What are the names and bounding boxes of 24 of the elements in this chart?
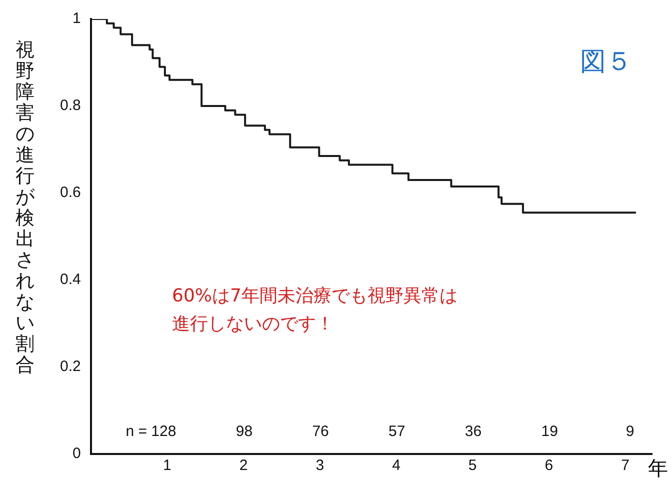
x-tick-label: 4: [392, 457, 400, 474]
annotation: 57: [388, 423, 406, 440]
annotation: 60%は7年間未治療でも視野異常は進行しないのです！: [172, 286, 458, 335]
x-tick-label: 3: [316, 457, 324, 474]
y-tick-label: 0.8: [60, 97, 81, 114]
x-tick-label: 1: [163, 457, 172, 474]
text: 視野障害の進行が検出されない割合: [16, 39, 34, 376]
y-tick-label: 0: [72, 445, 81, 462]
y-tick-label: 1: [72, 10, 81, 28]
annotation: 9: [626, 423, 634, 440]
annotation: 76: [312, 423, 329, 440]
y-tick-label: 0.4: [60, 271, 81, 288]
annotation: 98: [236, 423, 253, 440]
annotation: n = 128: [126, 423, 176, 440]
x-tick-label: 7: [621, 457, 630, 474]
x-tick-label: 6: [544, 457, 554, 474]
annotation: 19: [541, 423, 558, 440]
x-axis-title: 年: [648, 455, 668, 482]
text: 図５: [580, 46, 632, 79]
y-tick-label: 0.6: [60, 184, 81, 202]
y-tick-label: 0.2: [60, 358, 81, 376]
x-tick-label: 5: [468, 457, 477, 474]
annotation: 36: [464, 423, 482, 440]
x-tick-label: 2: [239, 457, 248, 474]
